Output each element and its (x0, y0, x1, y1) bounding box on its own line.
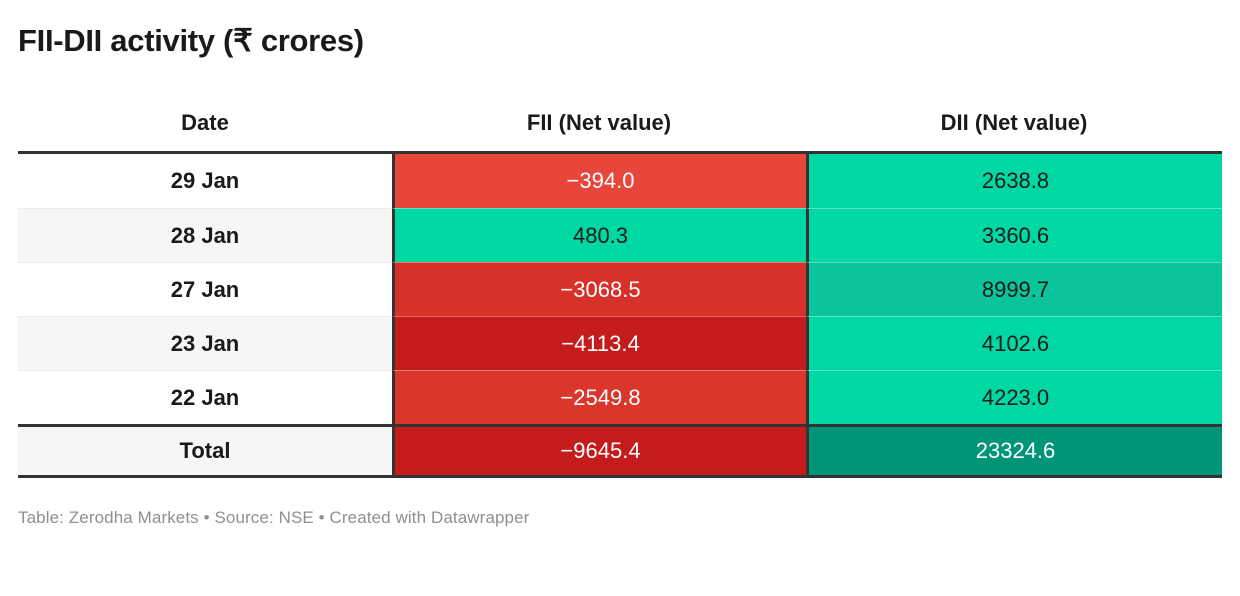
dii-value-cell: 2638.8 (806, 154, 1222, 208)
col-header-dii: DII (Net value) (806, 96, 1222, 154)
dii-value-cell: 4102.6 (806, 316, 1222, 370)
date-cell: 23 Jan (18, 316, 392, 370)
col-header-date: Date (18, 96, 392, 154)
fii-value-cell: −4113.4 (392, 316, 806, 370)
table-row-total: Total −9645.4 23324.6 (18, 424, 1222, 478)
total-dii-cell: 23324.6 (806, 424, 1222, 478)
dii-value-cell: 3360.6 (806, 208, 1222, 262)
fii-value-cell: −2549.8 (392, 370, 806, 424)
table-row-23jan: 23 Jan −4113.4 4102.6 (18, 316, 1222, 370)
table-row-28jan: 28 Jan 480.3 3360.6 (18, 208, 1222, 262)
total-label-cell: Total (18, 424, 392, 478)
chart-title: FII-DII activity (₹ crores) (18, 23, 364, 58)
col-header-fii: FII (Net value) (392, 96, 806, 154)
fii-dii-table: Date FII (Net value) DII (Net value) 29 … (18, 96, 1222, 478)
date-cell: 28 Jan (18, 208, 392, 262)
fii-value-cell: −3068.5 (392, 262, 806, 316)
date-cell: 27 Jan (18, 262, 392, 316)
table-row-22jan: 22 Jan −2549.8 4223.0 (18, 370, 1222, 424)
attribution-footer: Table: Zerodha Markets • Source: NSE • C… (18, 508, 530, 527)
date-cell: 22 Jan (18, 370, 392, 424)
table-row-27jan: 27 Jan −3068.5 8999.7 (18, 262, 1222, 316)
date-cell: 29 Jan (18, 154, 392, 208)
dii-value-cell: 8999.7 (806, 262, 1222, 316)
total-fii-cell: −9645.4 (392, 424, 806, 478)
header-row: Date FII (Net value) DII (Net value) (18, 96, 1222, 154)
fii-value-cell: 480.3 (392, 208, 806, 262)
fii-value-cell: −394.0 (392, 154, 806, 208)
table-row-29jan: 29 Jan −394.0 2638.8 (18, 154, 1222, 208)
dii-value-cell: 4223.0 (806, 370, 1222, 424)
